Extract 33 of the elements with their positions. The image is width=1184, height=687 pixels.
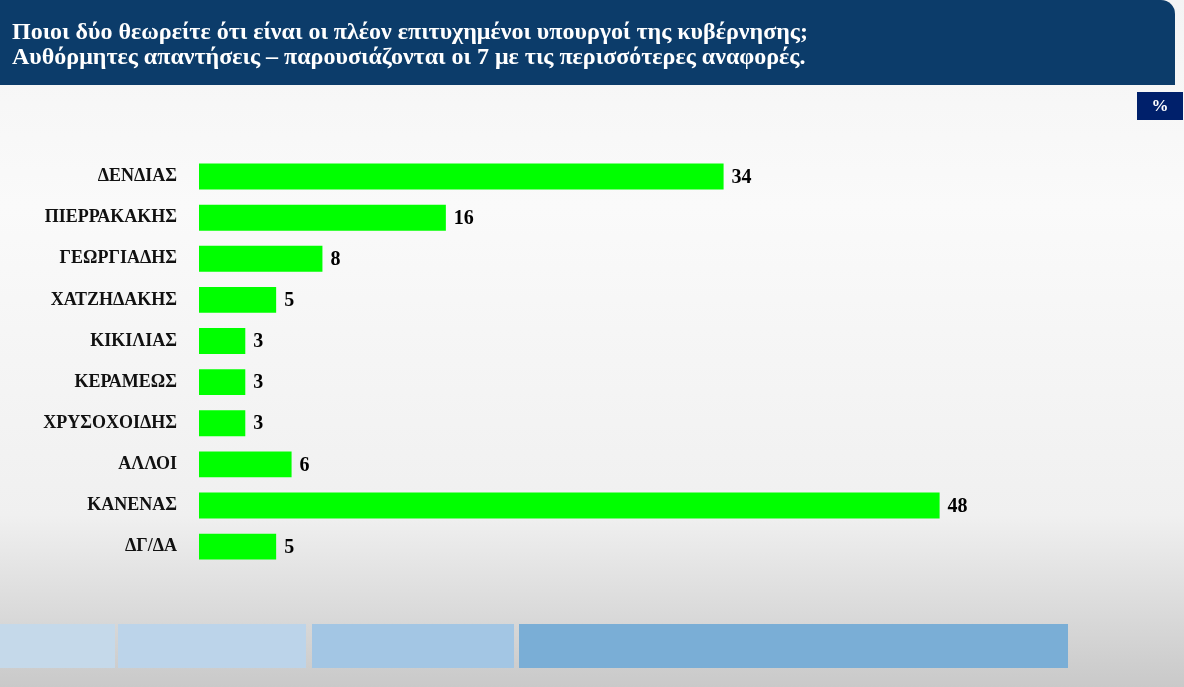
bar (199, 328, 246, 354)
y-tick-label: ΚΕΡΑΜΕΩΣ (74, 370, 177, 391)
bar (199, 286, 277, 313)
text: % (1137, 92, 1183, 120)
y-tick-label: ΚΑΝΕΝΑΣ (87, 494, 177, 515)
bar (199, 492, 940, 519)
data-label: 3 (253, 411, 264, 434)
y-tick-label: ΓΕΩΡΓΙΑΔΗΣ (59, 247, 177, 268)
y-tick-label: ΧΑΤΖΗΔΑΚΗΣ (50, 288, 177, 309)
y-tick-label: ΑΛΛΟΙ (118, 453, 177, 474)
data-label: 16 (453, 205, 474, 228)
data-label: 48 (947, 493, 968, 516)
data-label: 34 (731, 164, 752, 187)
bar (199, 204, 446, 231)
bar (199, 245, 323, 272)
data-label: 8 (330, 246, 341, 269)
chart-title: Ποιοι δύο θεωρείτε ότι είναι οι πλέον επιτυχημένοι υπουργοί της κυβέρνησης; (12, 18, 808, 44)
bar (199, 451, 292, 478)
data-label: 3 (253, 370, 264, 393)
y-tick-label: ΧΡΥΣΟΧΟΙΔΗΣ (43, 411, 177, 432)
bar (199, 533, 277, 560)
y-tick-label: ΚΙΚΙΛΙΑΣ (90, 329, 177, 350)
y-tick-label: ΔΕΝΔΙΑΣ (97, 165, 177, 186)
data-label: 3 (253, 329, 264, 352)
data-label: 6 (299, 452, 310, 475)
y-tick-label: ΔΓ/ΔΑ (124, 535, 177, 556)
bar (199, 410, 246, 437)
data-label: 5 (284, 288, 295, 311)
bar (199, 163, 724, 190)
chart-subtitle: Αυθόρμητες απαντήσεις – παρουσιάζονται οι 7 με τις περισσότερες αναφορές. (12, 43, 806, 69)
y-tick-label: ΠΙΕΡΡΑΚΑΚΗΣ (44, 206, 177, 227)
bar (199, 369, 246, 396)
data-label: 5 (284, 534, 295, 557)
